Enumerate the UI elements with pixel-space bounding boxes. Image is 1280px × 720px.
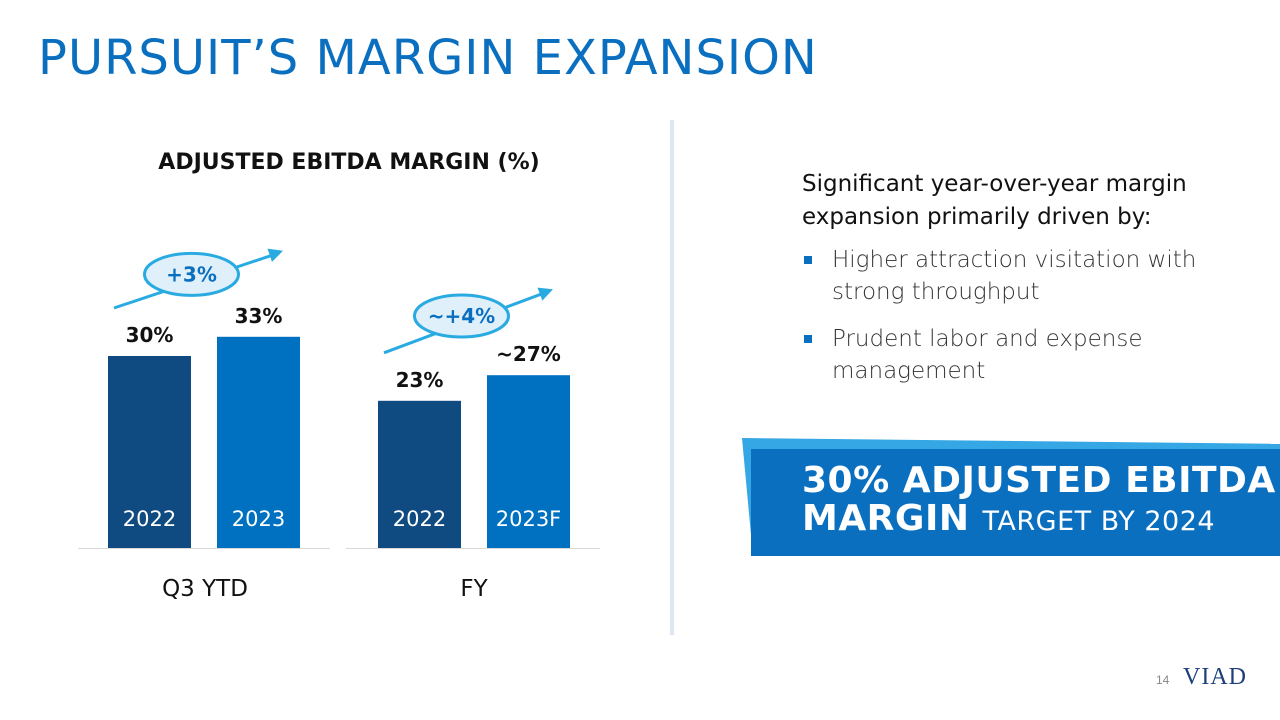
data-label: ~27% bbox=[496, 342, 561, 366]
bullet-square-icon bbox=[804, 256, 812, 264]
page-number: 14 bbox=[1156, 673, 1170, 687]
chart-title: ADJUSTED EBITDA MARGIN (%) bbox=[158, 150, 539, 175]
bullet-text: Higher attraction visitation with strong… bbox=[832, 247, 1197, 305]
list-item: Prudent labor and expense management bbox=[802, 323, 1222, 387]
viad-logo: VIAD bbox=[1183, 664, 1247, 690]
target-bold: 30% ADJUSTED EBITDA MARGIN bbox=[802, 460, 1276, 539]
category-label: 2023F bbox=[496, 507, 562, 531]
data-label: 30% bbox=[126, 323, 174, 347]
target-banner bbox=[751, 449, 1280, 556]
bar bbox=[487, 375, 570, 548]
summary-text: Significant year-over-year margin expans… bbox=[802, 171, 1187, 230]
group-label: FY bbox=[460, 576, 488, 602]
arrow-head bbox=[267, 248, 283, 262]
page-title: PURSUIT’S MARGIN EXPANSION bbox=[38, 30, 818, 86]
change-callout bbox=[143, 251, 240, 297]
bar bbox=[108, 356, 191, 548]
ebitda-margin-chart: ADJUSTED EBITDA MARGIN (%) 30% 2022 33% 202… bbox=[78, 150, 600, 602]
change-callout bbox=[413, 293, 510, 339]
category-label: 2022 bbox=[123, 507, 176, 531]
data-label: 33% bbox=[235, 304, 283, 328]
target-banner-text: 30% ADJUSTED EBITDA MARGIN TARGET BY 202… bbox=[802, 462, 1280, 541]
driver-list: Higher attraction visitation with strong… bbox=[802, 244, 1222, 402]
category-label: 2023 bbox=[232, 507, 285, 531]
data-label: 23% bbox=[396, 368, 444, 392]
category-label: 2022 bbox=[393, 507, 446, 531]
bar bbox=[217, 336, 300, 548]
target-rest: TARGET BY 2024 bbox=[982, 506, 1216, 537]
change-label: ~+4% bbox=[428, 304, 495, 328]
group-label: Q3 YTD bbox=[162, 576, 248, 602]
change-label: +3% bbox=[166, 262, 217, 286]
arrow-head bbox=[537, 287, 553, 301]
bullet-text: Prudent labor and expense management bbox=[832, 326, 1143, 384]
bar bbox=[378, 400, 461, 548]
list-item: Higher attraction visitation with strong… bbox=[802, 244, 1222, 308]
bullet-square-icon bbox=[804, 335, 812, 343]
column-divider bbox=[670, 120, 674, 635]
